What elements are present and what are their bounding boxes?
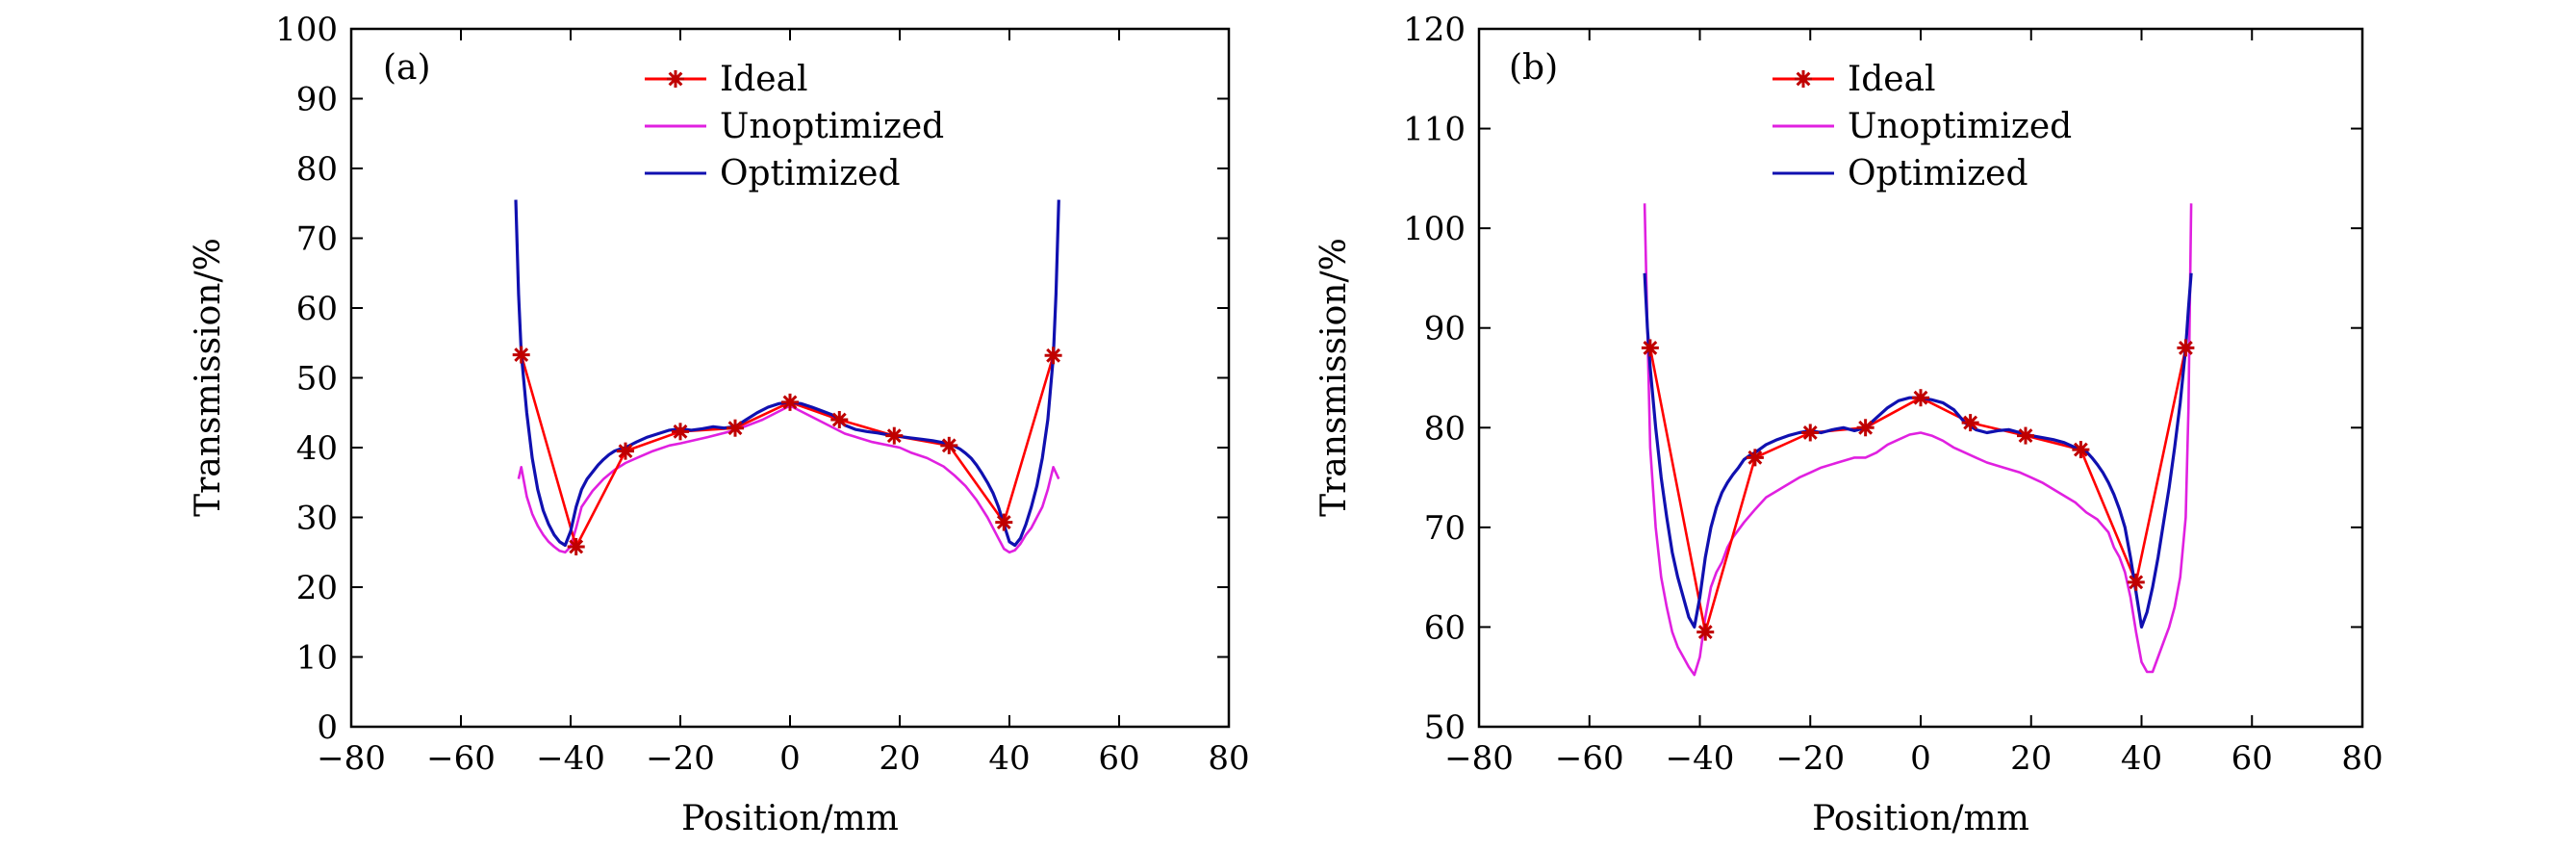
y-tick-label: 100	[1403, 210, 1466, 248]
legend-label-optimized: Optimized	[720, 154, 901, 193]
x-tick-label: 20	[2010, 739, 2052, 778]
x-axis-title: Position/mm	[1812, 799, 2029, 838]
ideal-point	[1912, 389, 1929, 407]
ideal-point	[830, 411, 849, 428]
x-tick-label: 60	[2232, 739, 2273, 778]
x-tick-label: 20	[879, 739, 920, 778]
ideal-point	[727, 419, 744, 437]
y-tick-label: 0	[317, 708, 338, 747]
series-line-ideal	[520, 354, 1055, 549]
y-axis-title: Transmission/%	[189, 238, 228, 517]
y-tick-label: 60	[296, 290, 338, 328]
x-tick-label: −80	[317, 739, 386, 778]
x-tick-label: 60	[1098, 739, 1139, 778]
x-tick-label: 80	[1208, 739, 1249, 778]
y-tick-label: 10	[296, 639, 338, 678]
ideal-point	[512, 346, 530, 364]
y-tick-label: 90	[1424, 310, 1466, 348]
x-axis-title: Position/mm	[681, 799, 899, 838]
ideal-point	[2072, 441, 2090, 459]
x-tick-label: 40	[988, 739, 1030, 778]
panel-label: (a)	[383, 48, 431, 88]
x-tick-label: −40	[1666, 739, 1735, 778]
ideal-point	[617, 442, 634, 460]
y-tick-label: 30	[296, 500, 338, 538]
y-tick-label: 40	[296, 429, 338, 468]
legend-marker-ideal	[1795, 70, 1812, 88]
y-tick-label: 60	[1424, 608, 1466, 647]
y-axis-title: Transmission/%	[1314, 238, 1354, 517]
chart-panel-b: −80 −60 −40 −20 0 20 40 60 80 50 60 70 80 90 100 110 120…	[1314, 11, 2384, 838]
y-tick-label: 80	[1424, 409, 1466, 448]
series-line-unoptimized	[517, 404, 1060, 554]
x-tick-label: 0	[1910, 739, 1931, 778]
legend: Ideal Unoptimized Optimized	[645, 60, 944, 193]
ideal-point	[1696, 623, 1715, 641]
legend-label-unoptimized: Unoptimized	[720, 107, 944, 146]
legend-label-ideal: Ideal	[1848, 60, 1936, 99]
ideal-point	[672, 423, 689, 441]
x-tick-label: 40	[2121, 739, 2162, 778]
ideal-point	[1746, 449, 1764, 467]
y-tick-label: 70	[296, 220, 338, 259]
chart-panel-a: −80 −60 −40 −20 0 20 40 60 80 0 10 20 30 40 50 60 70 80 90…	[189, 11, 1250, 838]
y-tick-label: 50	[296, 360, 338, 399]
x-tick-label: −20	[1775, 739, 1845, 778]
y-tick-label: 120	[1403, 11, 1466, 49]
ideal-point	[885, 426, 904, 445]
x-tick-label: 80	[2341, 739, 2383, 778]
y-tick-label: 20	[296, 569, 338, 607]
ideal-point	[1801, 424, 1820, 442]
legend-label-unoptimized: Unoptimized	[1848, 107, 2072, 146]
ideal-point	[1044, 347, 1062, 365]
ideal-point	[995, 513, 1013, 531]
y-tick-label: 70	[1424, 509, 1466, 548]
x-tick-label: −80	[1444, 739, 1514, 778]
ideal-point	[2127, 573, 2145, 591]
panel-label: (b)	[1509, 48, 1558, 88]
y-tick-label: 100	[275, 11, 338, 49]
ideal-point	[1961, 414, 1979, 432]
legend-marker-ideal	[667, 70, 684, 88]
ideal-point	[2017, 426, 2035, 445]
x-tick-label: −60	[1555, 739, 1624, 778]
ideal-point	[1856, 419, 1875, 437]
x-tick-label: −20	[646, 739, 715, 778]
ideal-point	[567, 537, 585, 555]
legend-label-optimized: Optimized	[1848, 154, 2028, 193]
ideal-point	[781, 393, 799, 411]
x-tick-label: 0	[779, 739, 801, 778]
ideal-point	[1641, 339, 1659, 357]
y-tick-label: 80	[296, 150, 338, 189]
legend-label-ideal: Ideal	[720, 60, 808, 99]
ideal-point	[940, 436, 958, 454]
series-line-unoptimized	[1643, 203, 2193, 677]
y-tick-label: 110	[1403, 111, 1466, 149]
x-tick-label: −60	[426, 739, 496, 778]
series-line-ideal	[1648, 347, 2187, 633]
legend: Ideal Unoptimized Optimized	[1773, 60, 2072, 193]
y-tick-label: 50	[1424, 708, 1466, 747]
series-line-optimized	[1643, 272, 2193, 630]
y-tick-label: 90	[296, 81, 338, 119]
x-tick-label: −40	[536, 739, 605, 778]
series-line-optimized	[514, 199, 1060, 548]
ideal-point	[2177, 339, 2195, 357]
